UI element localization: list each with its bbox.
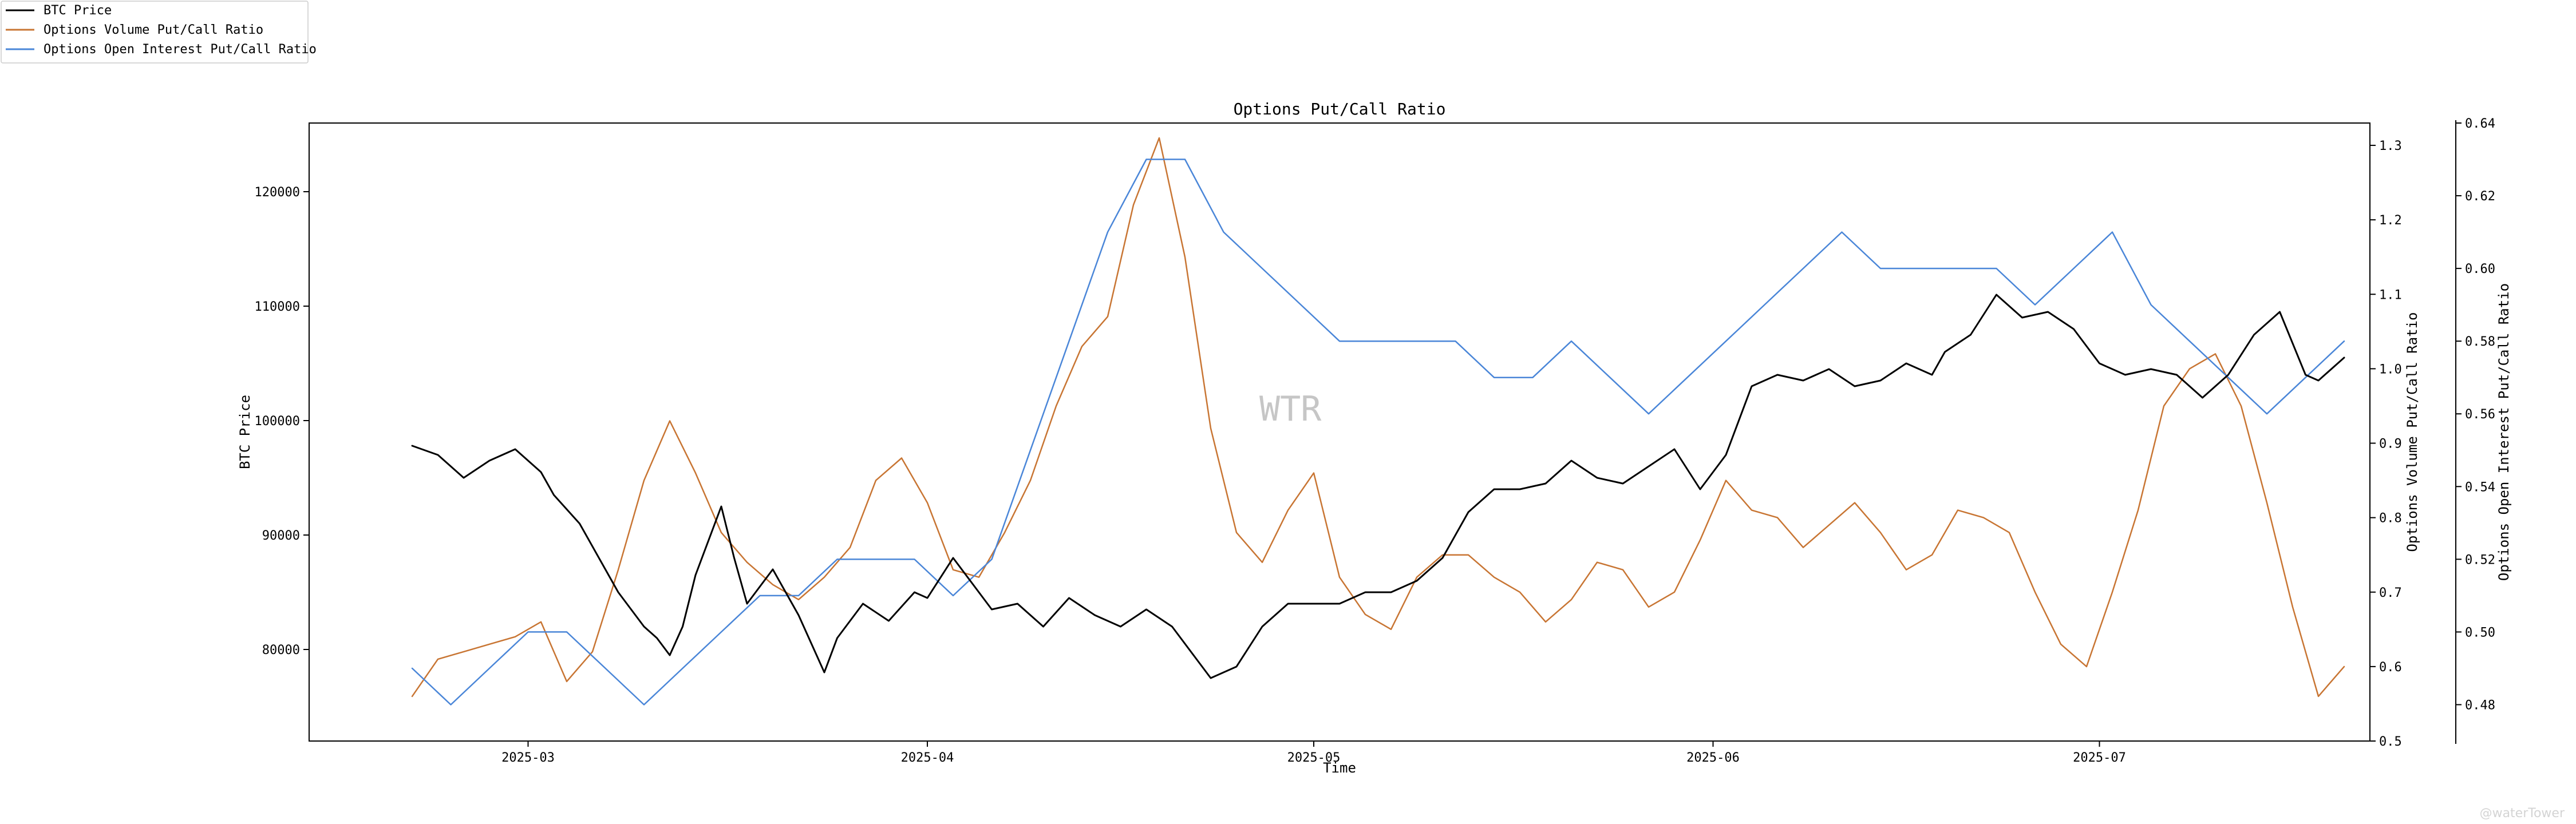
x-tick-label: 2025-06 [1686, 751, 1740, 765]
y-right1-tick-label: 1.3 [2379, 139, 2402, 153]
x-tick-label: 2025-05 [1287, 751, 1341, 765]
y-right1-tick-label: 0.9 [2379, 437, 2402, 451]
y-right1-tick-label: 0.7 [2379, 586, 2402, 600]
y-right2-tick-label: 0.52 [2465, 553, 2495, 567]
y-right2-tick-label: 0.62 [2465, 189, 2495, 204]
y-left-tick-label: 100000 [255, 414, 300, 429]
y-right2-tick-label: 0.60 [2465, 262, 2495, 276]
chart-title: Options Put/Call Ratio [1234, 100, 1446, 118]
y-left-tick-label: 120000 [255, 185, 300, 200]
x-tick-label: 2025-04 [901, 751, 954, 765]
y-axis-right2: 0.48 0.50 0.52 0.54 0.56 0.58 0.60 0.62 0.64 [2455, 117, 2495, 744]
series-line-2 [411, 159, 2345, 706]
series-line-1 [411, 137, 2345, 698]
y-right1-tick-label: 0.8 [2379, 512, 2402, 526]
series-line-0 [411, 294, 2345, 679]
watermark: WTR [1259, 389, 1322, 429]
y-right2-tick-label: 0.56 [2465, 407, 2495, 422]
legend-label: BTC Price [44, 3, 112, 18]
y-right1-tick-label: 1.0 [2379, 362, 2402, 377]
y-right2-tick-label: 0.50 [2465, 625, 2495, 640]
y-axis-right2-title: Options Open Interest Put/Call Ratio [2496, 283, 2512, 581]
y-right2-tick-label: 0.64 [2465, 117, 2495, 131]
y-axis-left: 80000 90000 100000 110000 120000 [255, 185, 309, 657]
y-left-tick-label: 110000 [255, 300, 300, 314]
y-left-tick-label: 80000 [262, 643, 300, 657]
y-right1-tick-label: 1.1 [2379, 288, 2402, 302]
y-left-tick-label: 90000 [262, 529, 300, 543]
y-axis-left-title: BTC Price [237, 395, 253, 469]
legend: BTC Price Options Volume Put/Call Ratio Op… [1, 1, 317, 64]
y-right1-tick-label: 0.5 [2379, 735, 2402, 749]
x-axis: 2025-03 2025-04 2025-05 2025-06 2025-07 [501, 741, 2126, 765]
series-layer [411, 137, 2345, 706]
y-right2-tick-label: 0.58 [2465, 335, 2495, 349]
y-right2-tick-label: 0.54 [2465, 480, 2495, 494]
plot-area [309, 122, 2370, 742]
legend-box [1, 1, 309, 64]
y-right2-tick-label: 0.48 [2465, 698, 2495, 712]
corner-mark: @waterTower [2480, 806, 2565, 821]
x-tick-label: 2025-03 [501, 751, 555, 765]
y-axis-right1: 0.5 0.6 0.7 0.8 0.9 1.0 1.1 1.2 1.3 [2370, 139, 2402, 749]
y-right1-tick-label: 1.2 [2379, 213, 2402, 228]
x-tick-label: 2025-07 [2073, 751, 2126, 765]
legend-label: Options Open Interest Put/Call Ratio [44, 42, 317, 57]
legend-label: Options Volume Put/Call Ratio [44, 23, 263, 37]
y-axis-right1-title: Options Volume Put/Call Ratio [2404, 312, 2420, 552]
y-right1-tick-label: 0.6 [2379, 660, 2402, 675]
x-axis-title: Time [1323, 760, 1356, 776]
